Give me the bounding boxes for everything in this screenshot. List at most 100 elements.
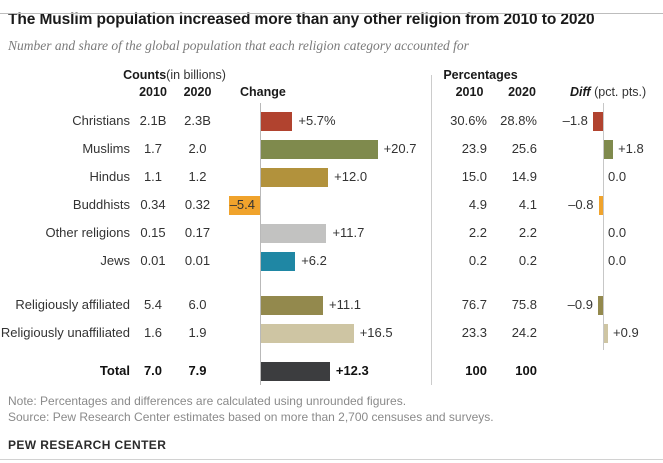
pct-2010-value: 4.9	[468, 197, 487, 212]
religion-label: Religiously unaffiliated	[0, 325, 130, 340]
pct-2020-value: 4.1	[518, 197, 537, 212]
change-value-label: +5.7%	[298, 113, 336, 128]
pct-2010-value: 2.2	[468, 225, 487, 240]
count-2010-value: 1.6	[143, 325, 163, 340]
diff-value-label: 0.0	[608, 169, 627, 184]
religion-label: Hindus	[89, 169, 130, 184]
change-bar	[260, 139, 378, 159]
count-2010-value: 5.4	[143, 297, 163, 312]
change-axis-line	[260, 103, 261, 385]
pct-2010-value: 100	[465, 363, 487, 378]
pct-2010-header: 2010	[455, 85, 484, 99]
count-2010-value: 7.0	[143, 363, 163, 378]
religion-label: Muslims	[82, 141, 130, 156]
pct-2010-value: 76.7	[461, 297, 487, 312]
counts-group-header: Counts (in billions)	[123, 67, 226, 83]
diff-bar	[598, 195, 603, 215]
diff-bar-cell: +1.8	[547, 135, 663, 163]
change-bar	[260, 251, 296, 271]
pct-2020-value: 75.8	[511, 297, 537, 312]
change-bar-cell: +12.3	[219, 357, 433, 385]
change-header: Change	[240, 85, 286, 99]
count-2020-value: 1.9	[188, 325, 207, 340]
change-bar	[260, 223, 327, 243]
top-divider	[0, 13, 663, 14]
count-2020-value: 1.2	[188, 169, 207, 184]
pct-2010-value: 30.6%	[450, 113, 487, 128]
diff-axis-line	[603, 103, 604, 350]
table-row: Religiously unaffiliated 1.6 1.9 +16.5 2…	[0, 319, 663, 347]
table-row: Other religions 0.15 0.17 +11.7 2.2 2.2 …	[0, 219, 663, 247]
note-text: Note: Percentages and differences are ca…	[8, 394, 407, 408]
pct-2020-value: 0.2	[518, 253, 537, 268]
percentages-group-header: Percentages	[443, 68, 518, 82]
count-2010-value: 1.7	[143, 141, 163, 156]
pct-2020-value: 24.2	[511, 325, 537, 340]
religion-label: Jews	[100, 253, 130, 268]
row-gap	[0, 275, 663, 291]
change-value-label: +11.1	[329, 297, 361, 312]
pct-2020-value: 100	[515, 363, 537, 378]
religion-label: Buddhists	[72, 197, 130, 212]
table-row: Total 7.0 7.9 +12.3 100 100	[0, 357, 663, 385]
count-2010-value: 2.1B	[139, 113, 167, 128]
pct-2020-value: 25.6	[511, 141, 537, 156]
pct-2020-header: 2020	[508, 85, 536, 99]
pct-2010-value: 15.0	[461, 169, 487, 184]
change-bar-cell: +12.0	[219, 163, 433, 191]
pct-2010-value: 23.3	[461, 325, 487, 340]
table-row: Christians 2.1B 2.3B +5.7% 30.6% 28.8% –…	[0, 107, 663, 135]
row-gap	[0, 347, 663, 357]
change-value-label: +12.0	[334, 169, 368, 184]
diff-value-label: 0.0	[608, 253, 627, 268]
pew-research-center-wordmark: PEW RESEARCH CENTER	[8, 438, 167, 452]
religion-label: Other religions	[45, 225, 130, 240]
table-row: Hindus 1.1 1.2 +12.0 15.0 14.9 0.0	[0, 163, 663, 191]
bottom-divider	[0, 459, 663, 460]
change-bar	[260, 167, 329, 187]
count-2020-value: 0.32	[184, 197, 211, 212]
diff-bar-cell: –0.8	[547, 191, 663, 219]
change-value-label: –5.4	[229, 197, 255, 212]
table-header-columns: 2010 2020 Change 2010 2020 Diff (pct. pt…	[0, 83, 663, 101]
diff-header-bold: Diff	[570, 85, 591, 99]
count-2020-value: 2.0	[188, 141, 207, 156]
diff-bar-cell: 0.0	[547, 247, 663, 275]
change-bar	[260, 295, 324, 315]
pct-2010-value: 0.2	[468, 253, 487, 268]
diff-value-label: –0.8	[568, 197, 594, 212]
counts-group-header-bold: Counts	[123, 68, 167, 82]
diff-bar-cell: 0.0	[547, 219, 663, 247]
pct-2020-value: 2.2	[518, 225, 537, 240]
religion-label: Religiously affiliated	[15, 297, 130, 312]
diff-bar-cell	[547, 357, 663, 385]
source-text: Source: Pew Research Center estimates ba…	[8, 410, 494, 424]
change-bar-cell: +16.5	[219, 319, 433, 347]
table-row: Jews 0.01 0.01 +6.2 0.2 0.2 0.0	[0, 247, 663, 275]
change-bar-cell: +11.7	[219, 219, 433, 247]
page-title: The Muslim population increased more tha…	[8, 11, 595, 28]
change-bar	[260, 361, 330, 381]
table-row: Muslims 1.7 2.0 +20.7 23.9 25.6 +1.8	[0, 135, 663, 163]
section-divider-line	[431, 75, 432, 385]
count-2010-value: 1.1	[143, 169, 163, 184]
table-row: Religiously affiliated 5.4 6.0 +11.1 76.…	[0, 291, 663, 319]
change-bar	[260, 323, 354, 343]
change-value-label: +12.3	[335, 363, 369, 378]
table-row: Buddhists 0.34 0.32 –5.4 4.9 4.1 –0.8	[0, 191, 663, 219]
change-value-label: +16.5	[359, 325, 393, 340]
change-value-label: +6.2	[301, 253, 327, 268]
count-2020-value: 2.3B	[184, 113, 211, 128]
diff-bar	[603, 323, 609, 343]
footnotes: Note: Percentages and differences are ca…	[8, 393, 655, 425]
diff-bar	[592, 111, 603, 131]
religion-label: Total	[99, 363, 130, 378]
count-2010-value: 0.34	[140, 197, 166, 212]
religion-table: Counts (in billions) Percentages 2010 20…	[0, 67, 663, 385]
counts-group-header-unit: (in billions)	[166, 68, 226, 82]
diff-value-label: 0.0	[608, 225, 627, 240]
change-value-label: +20.7	[383, 141, 417, 156]
table-header-groups: Counts (in billions) Percentages	[0, 67, 663, 83]
change-value-label: +11.7	[332, 225, 365, 240]
diff-header: Diff (pct. pts.)	[547, 83, 663, 101]
